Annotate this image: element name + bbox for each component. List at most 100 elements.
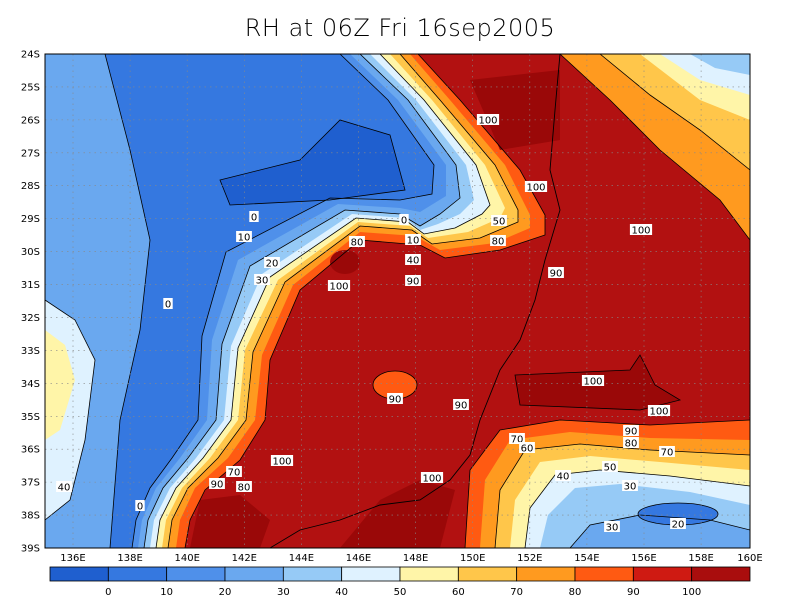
colorbar-label: 10 — [160, 587, 173, 598]
colorbar-label: 70 — [510, 587, 523, 598]
contour-label-bg — [163, 298, 173, 309]
contour-label-bg — [264, 257, 280, 268]
rh-west-50 — [45, 330, 75, 440]
contour-label-bg — [491, 215, 507, 226]
rh-100-sw — [190, 495, 270, 548]
colorbar-label: 50 — [394, 587, 407, 598]
colorbar-label: 80 — [569, 587, 582, 598]
contour-label-bg — [490, 235, 506, 246]
contour-label: 90 — [550, 269, 563, 280]
lat-label: 30S — [21, 247, 40, 258]
coastline — [269, 54, 561, 548]
lat-label: 25S — [21, 82, 40, 93]
colorbar-label: 100 — [682, 587, 701, 598]
lon-label: 160E — [737, 553, 762, 564]
contour-label-bg — [670, 518, 686, 529]
contour-label: 100 — [526, 183, 545, 194]
colorbar-label: 0 — [105, 587, 111, 598]
contour-label: 60 — [521, 444, 534, 455]
contour-label: 100 — [422, 474, 441, 485]
lat-label: 35S — [21, 412, 40, 423]
colorbar-swatch — [224, 566, 284, 582]
colorbar-swatch — [282, 566, 343, 582]
contour-label: 40 — [407, 256, 420, 267]
contour-label-bg — [387, 393, 403, 404]
lat-label: 32S — [21, 313, 40, 324]
lon-label: 154E — [574, 553, 599, 564]
contour-label: 40 — [557, 472, 570, 483]
rh-interior-patch — [220, 120, 405, 205]
lon-label: 156E — [631, 553, 656, 564]
contour-label: 20 — [266, 259, 279, 270]
contour-label: 80 — [351, 238, 364, 249]
contour-label: 100 — [478, 116, 497, 127]
contour-label: 40 — [58, 483, 71, 494]
lon-label: 152E — [517, 553, 542, 564]
contour-label: 100 — [631, 226, 650, 237]
lon-label: 150E — [460, 553, 485, 564]
lat-label: 24S — [21, 50, 40, 61]
contour-label-bg — [581, 375, 605, 386]
contour-label: 100 — [329, 282, 348, 293]
contour-label-bg — [420, 472, 444, 483]
contour-label-bg — [56, 481, 72, 492]
contour-label-bg — [647, 405, 671, 416]
lon-label: 144E — [289, 553, 314, 564]
contour-label: 80 — [492, 237, 505, 248]
lon-label: 140E — [174, 553, 199, 564]
colorbar-swatch — [341, 566, 401, 582]
contour-label-bg — [270, 455, 294, 466]
contour-label: 30 — [256, 276, 269, 287]
contour-label: 80 — [238, 483, 251, 494]
colorbar-swatch — [574, 566, 634, 582]
contour-label: 90 — [407, 277, 420, 288]
latitude-labels: 24S 25S 26S 27S 28S 29S 30S 31S 32S 33S 34S 35S 36S 3… — [21, 50, 40, 555]
longitude-labels: 136E 138E 140E 142E 144E 146E 148E 150E 152E 154E… — [60, 553, 762, 564]
lon-label: 148E — [403, 553, 428, 564]
lon-label: 136E — [60, 553, 85, 564]
colorbar-labels: 0 10 20 30 40 50 60 70 80 90 100 — [105, 587, 701, 598]
contour-label: 80 — [625, 439, 638, 450]
contour-label: 70 — [511, 435, 524, 446]
contour-label: 30 — [624, 482, 637, 493]
contour-label: 10 — [407, 236, 420, 247]
colorbar-swatch — [107, 566, 168, 582]
contour-label-bg — [453, 399, 469, 410]
colorbar-label: 20 — [219, 587, 232, 598]
contour-label: 70 — [228, 468, 241, 479]
contour-label-bg — [604, 521, 620, 532]
contour-label: 100 — [272, 457, 291, 468]
contour-label: 20 — [672, 520, 685, 531]
contour-label-bg — [548, 267, 564, 278]
colorbar-label: 40 — [335, 587, 348, 598]
contour-label-bg — [236, 231, 252, 242]
contour-label: 50 — [604, 463, 617, 474]
contour-label-bg — [236, 481, 252, 492]
contour-label-bg — [509, 433, 525, 444]
colorbar-label: 30 — [277, 587, 290, 598]
contour-label: 0 — [165, 300, 171, 311]
contour-label: 100 — [649, 407, 668, 418]
lon-label: 158E — [688, 553, 713, 564]
contour-label-bg — [622, 480, 638, 491]
colorbar-swatch — [632, 566, 693, 582]
lat-label: 38S — [21, 511, 40, 522]
lat-label: 34S — [21, 379, 40, 390]
contour-label: 70 — [661, 448, 674, 459]
lat-label: 26S — [21, 115, 40, 126]
lat-label: 27S — [21, 148, 40, 159]
contour-label-bg — [405, 275, 421, 286]
lat-label: 33S — [21, 346, 40, 357]
contour-label-bg — [629, 224, 653, 235]
rh-100-south — [340, 480, 455, 548]
contour-lines — [45, 54, 750, 548]
map-title: RH at 06Z Fri 16sep2005 — [244, 14, 556, 42]
contour-label: 50 — [493, 217, 506, 228]
lon-label: 146E — [346, 553, 371, 564]
contour-label-bg — [519, 442, 535, 453]
lat-label: 37S — [21, 478, 40, 489]
rh-100-north — [470, 70, 560, 150]
colorbar — [49, 566, 751, 582]
